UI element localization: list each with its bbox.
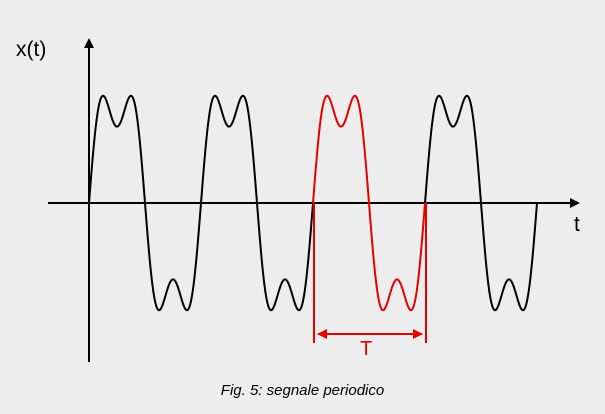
signal-highlighted-period xyxy=(312,94,426,312)
period-label: T xyxy=(360,338,373,360)
signal-segment-before xyxy=(88,94,314,312)
figure-caption: Fig. 5: segnale periodico xyxy=(220,382,385,399)
y-axis-label: x(t) xyxy=(16,38,47,61)
x-axis-label: t xyxy=(574,213,580,236)
signal-waveform xyxy=(88,94,538,312)
signal-segment-after xyxy=(424,94,538,312)
